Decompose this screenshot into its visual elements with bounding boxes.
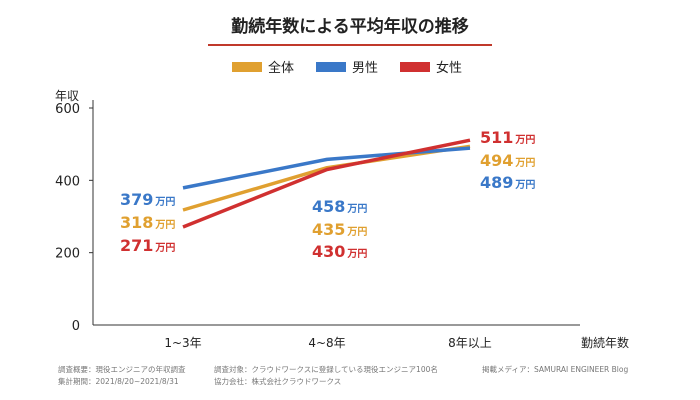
legend-swatch-0: [232, 62, 262, 72]
data-label-1-0: 379 万円: [120, 190, 175, 209]
survey-target-text: 調査対象：クラウドワークスに登録している現役エンジニア100名: [214, 365, 438, 374]
data-label-1-1: 458 万円: [312, 197, 367, 216]
legend-label-0: 全体: [268, 60, 294, 76]
series-line-1: [182, 146, 471, 190]
x-tick-label-1: 4~8年: [308, 336, 345, 350]
cooperation-text: 協力会社：株式会社クラウドワークス: [214, 377, 342, 386]
x-tick-label-2: 8年以上: [448, 336, 492, 350]
y-tick-label-1: 200: [55, 247, 80, 262]
x-axis-label: 勤続年数: [581, 335, 629, 350]
survey-period-text: 集計期間：2021/8/20~2021/8/31: [58, 377, 179, 386]
series-line-2: [182, 138, 471, 229]
data-label-0-1: 435 万円: [312, 220, 367, 239]
survey-summary-text: 調査概要：現役エンジニアの年収調査: [58, 365, 186, 374]
legend-swatch-1: [316, 62, 346, 72]
legend-label-2: 女性: [436, 60, 462, 76]
legend-swatch-2: [400, 62, 430, 72]
y-tick-label-3: 600: [55, 102, 80, 117]
title-underline: [208, 44, 492, 46]
data-label-2-1: 430 万円: [312, 242, 367, 261]
data-label-2-2: 511 万円: [480, 128, 535, 147]
legend-label-1: 男性: [352, 61, 378, 76]
chart-title: 勤続年数による平均年収の推移: [231, 17, 469, 37]
x-tick-label-0: 1~3年: [164, 336, 201, 350]
media-text: 掲載メディア：SAMURAI ENGINEER Blog: [482, 365, 629, 374]
y-tick-label-2: 400: [55, 174, 80, 189]
data-label-2-0: 271 万円: [120, 236, 175, 255]
y-axis-label: 年収: [55, 89, 79, 103]
data-label-1-2: 489 万円: [480, 173, 535, 192]
data-label-0-2: 494 万円: [480, 151, 535, 170]
y-tick-label-0: 0: [72, 319, 80, 334]
data-label-0-0: 318 万円: [120, 213, 175, 232]
